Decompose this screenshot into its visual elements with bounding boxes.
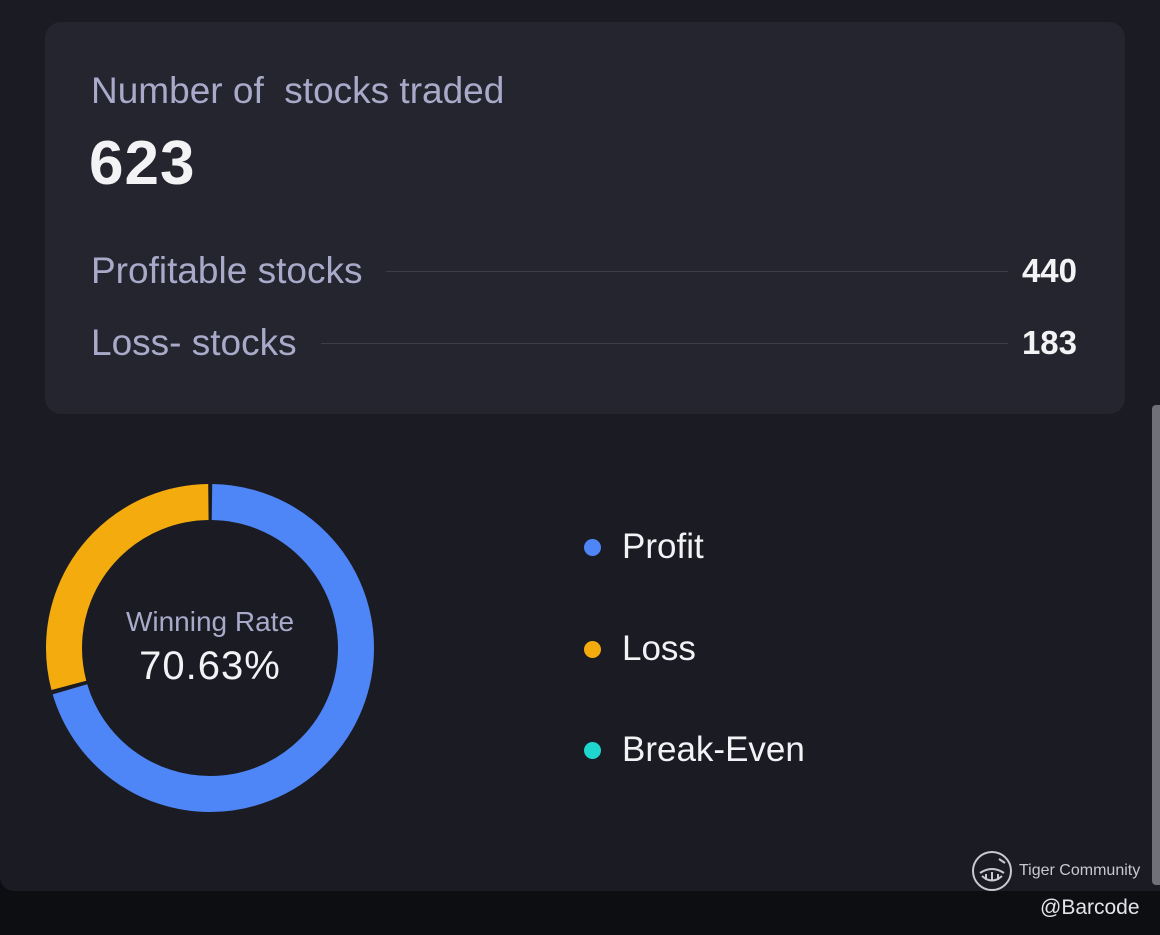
winning-rate-value: 70.63%: [139, 644, 281, 688]
legend-item-break-even: Break-Even: [584, 728, 805, 772]
author-handle: @Barcode: [1040, 896, 1140, 919]
legend-label-profit: Profit: [622, 527, 704, 566]
loss-stocks-row: Loss- stocks 183: [91, 322, 1077, 364]
loss-stocks-value: 183: [1021, 324, 1077, 361]
stocks-traded-card: Number of stocks traded 623 Profitable s…: [45, 22, 1125, 414]
winning-rate-label: Winning Rate: [125, 606, 295, 637]
brand-watermark: Tiger Community: [971, 850, 1140, 892]
legend-item-loss: Loss: [584, 627, 696, 671]
legend-dot-loss: [584, 640, 601, 658]
winning-rate-donut-chart: [46, 484, 374, 812]
donut-slice-loss: [46, 484, 374, 812]
profitable-stocks-label: Profitable stocks: [91, 250, 363, 291]
stocks-traded-count: 623: [89, 129, 196, 198]
card-title: Number of stocks traded: [91, 70, 505, 111]
app-screen: Number of stocks traded 623 Profitable s…: [0, 0, 1160, 891]
legend-item-profit: Profit: [584, 525, 704, 569]
brand-name: Tiger Community: [1019, 862, 1141, 879]
legend-dot-break-even: [584, 741, 601, 759]
row-divider: [386, 270, 1008, 272]
profitable-stocks-row: Profitable stocks 440: [91, 250, 1077, 292]
legend-dot-profit: [584, 538, 601, 556]
row-divider: [320, 342, 1008, 344]
loss-stocks-label: Loss- stocks: [91, 322, 297, 363]
legend-label-loss: Loss: [622, 629, 696, 668]
tiger-logo-icon: [972, 851, 1012, 891]
legend-label-break-even: Break-Even: [622, 730, 805, 769]
vertical-scrollbar[interactable]: [1152, 405, 1160, 885]
donut-slice-profit: [46, 484, 374, 812]
profitable-stocks-value: 440: [1021, 252, 1077, 289]
